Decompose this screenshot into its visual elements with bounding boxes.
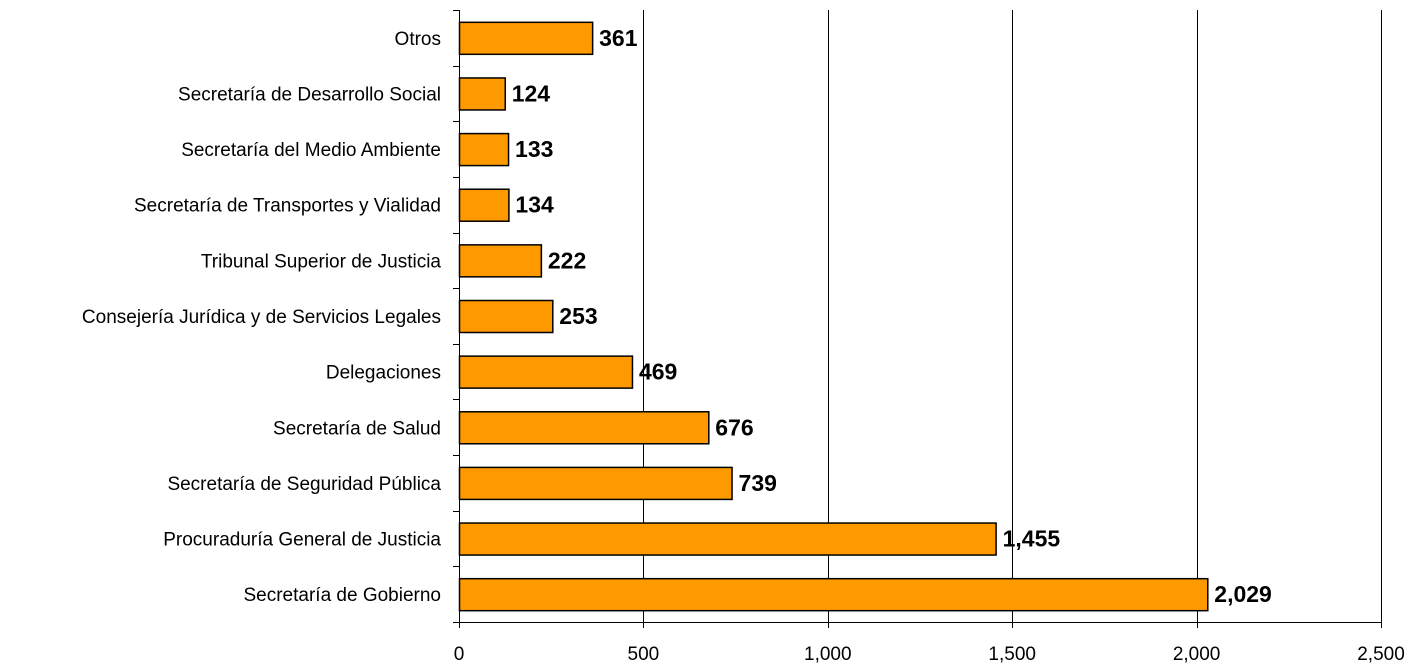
bar xyxy=(458,132,510,167)
category-label: Procuraduría General de Justicia xyxy=(163,530,441,551)
category-label: Secretaría de Seguridad Pública xyxy=(167,474,441,495)
data-label: 134 xyxy=(515,192,554,218)
data-label: 253 xyxy=(559,303,597,329)
x-tick-label: 2,000 xyxy=(1173,644,1221,664)
x-tick-label: 500 xyxy=(628,644,660,664)
data-label: 1,455 xyxy=(1003,526,1061,552)
data-label: 222 xyxy=(548,247,586,273)
data-label: 469 xyxy=(639,359,677,385)
x-tick-label: 1,500 xyxy=(988,644,1036,664)
bar xyxy=(458,466,733,501)
bar xyxy=(458,77,506,111)
labels: 0 500 1,000 1,500 2,000 2,500 Otros 361 Secretar… xyxy=(82,25,1405,664)
data-label: 133 xyxy=(515,136,553,162)
bar xyxy=(458,21,594,56)
bar xyxy=(458,188,510,222)
category-label: Secretaría de Salud xyxy=(273,418,441,439)
bar xyxy=(458,411,710,445)
x-tick-label: 2,500 xyxy=(1357,644,1405,664)
category-label: Tribunal Superior de Justicia xyxy=(201,251,442,272)
category-label: Secretaría de Transportes y Vialidad xyxy=(134,196,441,217)
category-label: Delegaciones xyxy=(326,363,441,384)
bar xyxy=(458,522,997,556)
bar xyxy=(458,355,634,389)
x-tick-label: 0 xyxy=(454,644,465,664)
data-label: 124 xyxy=(512,80,551,106)
data-label: 361 xyxy=(599,25,638,51)
bar xyxy=(458,299,554,334)
bar xyxy=(458,244,543,278)
bars xyxy=(458,21,1209,612)
category-label: Secretaría de Gobierno xyxy=(243,585,441,606)
category-label: Secretaría de Desarrollo Social xyxy=(178,84,441,105)
category-label: Otros xyxy=(395,29,441,50)
category-label: Consejería Jurídica y de Servicios Legal… xyxy=(82,307,441,328)
data-label: 739 xyxy=(739,470,777,496)
axes xyxy=(453,10,1382,628)
data-label: 676 xyxy=(715,414,753,440)
bar xyxy=(458,577,1209,612)
data-label: 2,029 xyxy=(1214,581,1272,607)
category-label: Secretaría del Medio Ambiente xyxy=(181,140,441,161)
gridlines xyxy=(643,10,1382,622)
x-tick-label: 1,000 xyxy=(804,644,852,664)
